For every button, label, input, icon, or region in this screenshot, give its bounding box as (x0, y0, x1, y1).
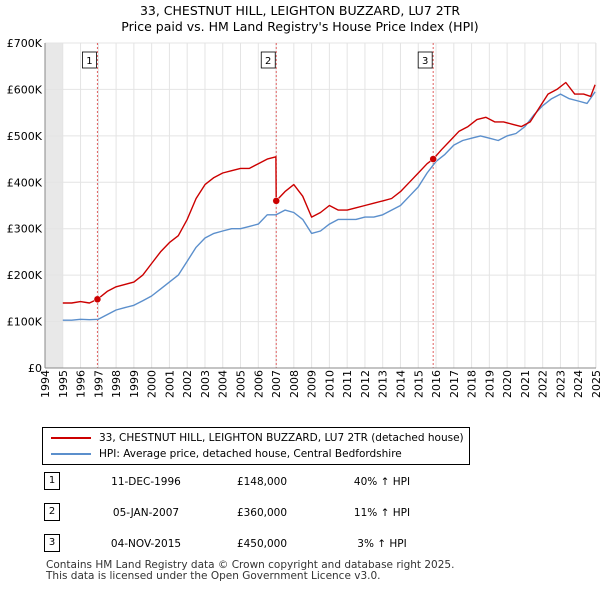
transaction-date: 05-JAN-2007 (112, 507, 180, 519)
x-tick-label: 2019 (483, 370, 496, 398)
x-tick-label: 1995 (57, 370, 70, 398)
sale-points (93, 155, 437, 304)
x-tick-label: 2013 (377, 370, 390, 398)
x-tick-label: 1998 (110, 370, 123, 398)
x-tick-label: 1999 (128, 370, 141, 398)
y-tick-label: £600K (7, 83, 43, 96)
hpi-line (62, 91, 596, 321)
transaction-hpi-delta: 11% ↑ HPI (353, 507, 411, 519)
legend-label-property: 33, CHESTNUT HILL, LEIGHTON BUZZARD, LU7… (99, 432, 464, 444)
legend: 33, CHESTNUT HILL, LEIGHTON BUZZARD, LU7… (42, 427, 470, 465)
price-chart: 1 2 3 £0 £100K £200K £300K £400K £500K £600K £700… (7, 37, 600, 398)
x-tick-label: 2008 (288, 370, 301, 398)
transaction-hpi-delta: 40% ↑ HPI (353, 476, 411, 488)
pre-data-shade (45, 43, 63, 368)
chart-title: 33, CHESTNUT HILL, LEIGHTON BUZZARD, LU7… (139, 3, 461, 18)
chart-subtitle: Price paid vs. HM Land Registry's House … (121, 19, 479, 34)
transaction-price: £450,000 (236, 538, 288, 550)
x-tick-label: 2020 (501, 370, 514, 398)
x-tick-label: 2006 (252, 370, 265, 398)
transaction-number: 2 (44, 503, 60, 521)
transaction-date: 11-DEC-1996 (111, 476, 181, 488)
x-tick-label: 2004 (217, 370, 230, 398)
axes: £0 £100K £200K £300K £400K £500K £600K £700K 199… (7, 37, 600, 398)
x-tick-label: 2011 (341, 370, 354, 398)
y-tick-label: £200K (7, 269, 43, 282)
x-tick-label: 2001 (163, 370, 176, 398)
transaction-price: £148,000 (236, 476, 288, 488)
y-tick-label: £100K (7, 316, 43, 329)
sale-point (272, 197, 280, 205)
transaction-number: 1 (44, 472, 60, 490)
x-tick-label: 2000 (146, 370, 159, 398)
x-tick-label: 2003 (199, 370, 212, 398)
legend-label-hpi: HPI: Average price, detached house, Cent… (99, 448, 402, 460)
footer: Contains HM Land Registry data © Crown c… (46, 560, 454, 582)
x-tick-label: 2016 (430, 370, 443, 398)
x-tick-label: 2022 (537, 370, 550, 398)
sale-label: 3 (422, 56, 428, 67)
sale-point (429, 155, 437, 163)
x-tick-label: 2012 (359, 370, 372, 398)
x-tick-label: 2024 (572, 370, 585, 398)
footer-copyright: Contains HM Land Registry data © Crown c… (46, 559, 455, 571)
x-tick-label: 1997 (92, 370, 105, 398)
series-layer (62, 81, 596, 321)
x-tick-label: 2015 (412, 370, 425, 398)
sale-label-box (260, 51, 276, 69)
legend-swatch-hpi (51, 453, 91, 455)
x-tick-label: 2017 (448, 370, 461, 398)
x-tick-label: 2005 (235, 370, 248, 398)
sale-label: 1 (86, 56, 92, 67)
sale-labels: 1 2 3 (82, 51, 433, 69)
transaction-price: £360,000 (236, 507, 288, 519)
x-tick-label: 1994 (39, 370, 52, 398)
legend-swatch-property (51, 437, 91, 439)
property-price-line (62, 81, 596, 304)
x-tick-label: 2002 (181, 370, 194, 398)
y-tick-label: £300K (7, 223, 43, 236)
plot-background (45, 43, 596, 368)
footer-licence: This data is licensed under the Open Gov… (46, 570, 381, 582)
y-tick-label: £500K (7, 130, 43, 143)
y-tick-label: £700K (7, 37, 43, 50)
x-tick-label: 2007 (270, 370, 283, 398)
y-tick-label: £400K (7, 176, 43, 189)
sale-point (93, 295, 102, 304)
sale-label-box (82, 51, 97, 69)
legend-item-property: 33, CHESTNUT HILL, LEIGHTON BUZZARD, LU7… (51, 429, 464, 447)
x-tick-label: 2010 (323, 370, 336, 398)
sale-label: 2 (265, 56, 271, 67)
x-tick-label: 1996 (75, 370, 88, 398)
transaction-hpi-delta: 3% ↑ HPI (357, 538, 407, 550)
transaction-date: 04-NOV-2015 (110, 538, 182, 550)
x-tick-label: 2023 (554, 370, 567, 398)
transaction-number: 3 (44, 534, 60, 552)
x-tick-label: 2021 (519, 370, 532, 398)
y-tick-label: £0 (28, 362, 42, 375)
legend-item-hpi: HPI: Average price, detached house, Cent… (51, 445, 402, 463)
sale-label-box (417, 51, 433, 69)
x-tick-label: 2018 (466, 370, 479, 398)
x-tick-label: 2014 (394, 370, 407, 398)
x-tick-label: 2025 (590, 370, 600, 398)
plot-area (45, 43, 596, 368)
x-tick-label: 2009 (306, 370, 319, 398)
